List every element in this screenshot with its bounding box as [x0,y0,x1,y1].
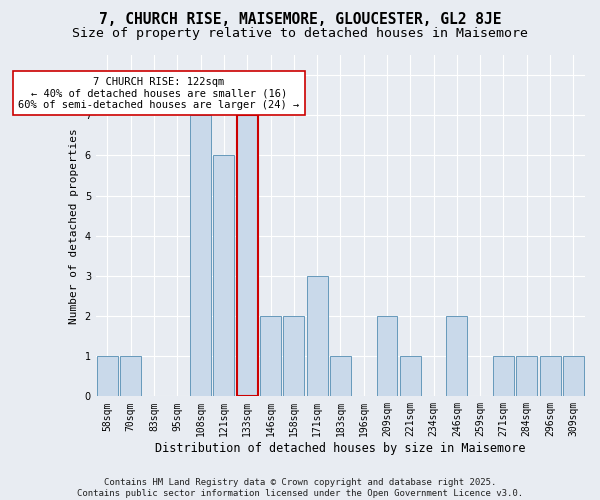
Bar [190,115,211,396]
Bar [446,316,467,396]
Bar [307,276,328,396]
Bar [377,316,397,396]
Bar [539,356,560,397]
X-axis label: Distribution of detached houses by size in Maisemore: Distribution of detached houses by size … [155,442,526,455]
Bar [330,356,351,397]
Text: 7 CHURCH RISE: 122sqm
← 40% of detached houses are smaller (16)
60% of semi-deta: 7 CHURCH RISE: 122sqm ← 40% of detached … [18,76,299,110]
Bar [283,316,304,396]
Text: Size of property relative to detached houses in Maisemore: Size of property relative to detached ho… [72,28,528,40]
Bar [120,356,141,397]
Text: Contains HM Land Registry data © Crown copyright and database right 2025.
Contai: Contains HM Land Registry data © Crown c… [77,478,523,498]
Y-axis label: Number of detached properties: Number of detached properties [69,128,79,324]
Bar [214,156,235,396]
Bar [260,316,281,396]
Bar [400,356,421,397]
Bar [493,356,514,397]
Bar [97,356,118,397]
Bar [563,356,584,397]
Bar [516,356,537,397]
Bar [237,115,258,396]
Text: 7, CHURCH RISE, MAISEMORE, GLOUCESTER, GL2 8JE: 7, CHURCH RISE, MAISEMORE, GLOUCESTER, G… [99,12,501,28]
